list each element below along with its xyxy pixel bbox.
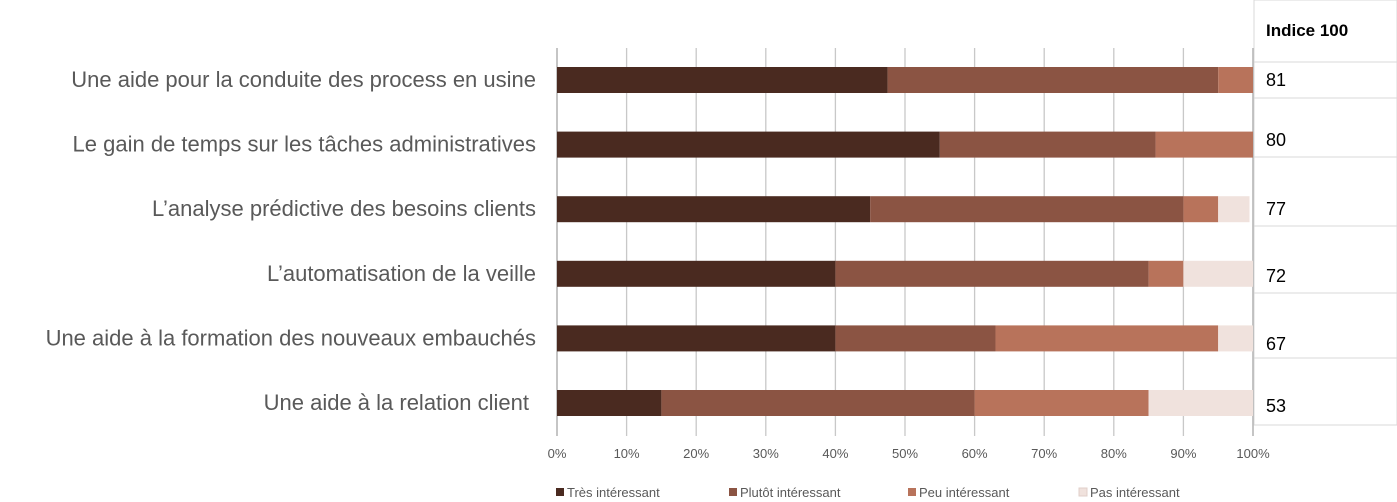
index-value: 77 xyxy=(1266,199,1286,219)
bar-segment xyxy=(835,260,1149,287)
bar-segment xyxy=(995,325,1219,352)
legend-swatch xyxy=(1078,487,1088,497)
grid-lines xyxy=(556,48,1254,436)
index-value: 81 xyxy=(1266,70,1286,90)
index-cell xyxy=(1253,97,1397,158)
bar-segment xyxy=(557,325,836,352)
x-tick-label: 70% xyxy=(1031,446,1057,461)
bar-segment xyxy=(974,390,1149,416)
bar-segment xyxy=(1183,260,1253,287)
bar-segment xyxy=(557,131,940,158)
bar-segment xyxy=(939,131,1156,158)
legend-swatch xyxy=(729,488,737,496)
bar-segment xyxy=(1155,131,1253,158)
bar-segment xyxy=(661,390,975,416)
x-tick-label: 30% xyxy=(753,446,779,461)
bar-segment xyxy=(835,325,996,352)
bar-segment xyxy=(557,67,888,93)
index-header-cell xyxy=(1253,0,1397,63)
x-tick-label: 0% xyxy=(548,446,567,461)
legend-label: Peu intéressant xyxy=(919,485,1010,500)
bar-segment xyxy=(557,260,836,287)
x-tick-label: 100% xyxy=(1236,446,1270,461)
category-label: Une aide à la relation client xyxy=(264,390,529,415)
index-value: 53 xyxy=(1266,396,1286,416)
x-axis: 0% 10% 20% 30% 40% 50% 60% 70% 80% 90% 100% xyxy=(548,446,1270,461)
bar-segment xyxy=(1218,325,1253,352)
category-label: L’analyse prédictive des besoins clients xyxy=(152,196,536,221)
bar-segment xyxy=(1183,196,1219,223)
index-cell xyxy=(1253,357,1397,426)
bar-segment xyxy=(1148,260,1184,287)
legend-label: Pas intéressant xyxy=(1090,485,1180,500)
x-tick-label: 20% xyxy=(683,446,709,461)
category-label: Une aide pour la conduite des process en… xyxy=(71,67,536,92)
category-label: Le gain de temps sur les tâches administ… xyxy=(73,132,536,157)
category-label: Une aide à la formation des nouveaux emb… xyxy=(46,325,536,350)
index-cell xyxy=(1253,225,1397,294)
index-cell xyxy=(1253,61,1397,99)
bars-group xyxy=(557,67,1253,416)
category-label: L’automatisation de la veille xyxy=(267,261,536,286)
x-tick-label: 40% xyxy=(822,446,848,461)
index-value: 72 xyxy=(1266,266,1286,286)
index-value: 80 xyxy=(1266,130,1286,150)
x-tick-label: 10% xyxy=(614,446,640,461)
bar-segment xyxy=(1148,390,1253,416)
x-tick-label: 80% xyxy=(1101,446,1127,461)
x-tick-label: 60% xyxy=(962,446,988,461)
legend: Très intéressant Plutôt intéressant Peu in… xyxy=(556,485,1180,500)
index-header: Indice 100 xyxy=(1266,21,1348,40)
x-tick-label: 90% xyxy=(1170,446,1196,461)
legend-label: Plutôt intéressant xyxy=(740,485,841,500)
index-value: 67 xyxy=(1266,334,1286,354)
x-tick-label: 50% xyxy=(892,446,918,461)
legend-label: Très intéressant xyxy=(567,485,660,500)
bar-segment xyxy=(1218,196,1250,223)
bar-segment xyxy=(557,390,662,416)
index-cell xyxy=(1253,156,1397,227)
bar-segment xyxy=(1218,67,1253,93)
bar-segment xyxy=(887,67,1219,93)
bar-segment xyxy=(557,196,871,223)
legend-swatch xyxy=(556,488,564,496)
bar-segment xyxy=(870,196,1184,223)
category-labels: Une aide pour la conduite des process en… xyxy=(46,67,536,415)
index-table: Indice 100 81 80 77 72 67 53 xyxy=(1253,0,1397,426)
legend-swatch xyxy=(908,488,916,496)
